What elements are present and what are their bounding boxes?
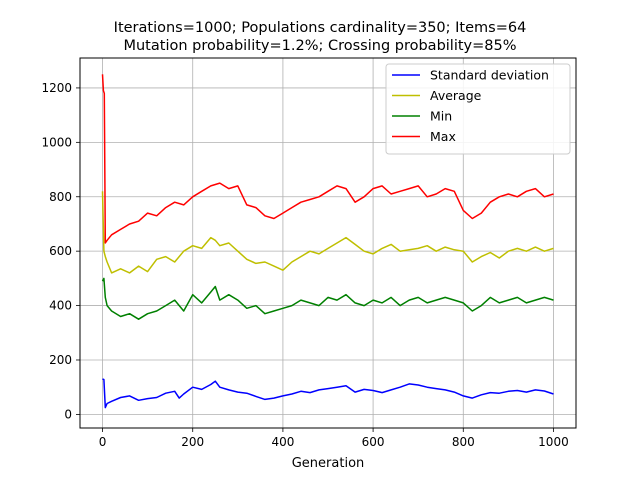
plot-frame [79, 57, 577, 429]
legend-box [385, 63, 571, 155]
chart-title-line-2: Mutation probability=1.2%; Crossing prob… [123, 38, 516, 54]
x-tick-label: 800 [452, 435, 475, 449]
series-line-min [101, 277, 554, 320]
legend: Standard deviation Average Min Max [385, 63, 571, 155]
y-tick-label: 400 [49, 299, 72, 313]
y-tick-label: 800 [49, 190, 72, 204]
x-tick-label: 1000 [538, 435, 569, 449]
legend-label: Average [430, 88, 482, 103]
series-line-standard-deviation [102, 378, 554, 409]
x-axis-label: Generation [292, 456, 365, 471]
y-tick-label: 0 [64, 407, 72, 421]
series-line-max [101, 74, 554, 244]
tick-layer: 0 200 400 600 800 1000 0 200 400 600 800 1000 1200 [41, 81, 568, 449]
series-layer [101, 74, 554, 409]
y-tick-label: 200 [49, 353, 72, 367]
chart-title-line-1: Iterations=1000; Populations cardinality… [114, 20, 527, 36]
y-tick-label: 1000 [41, 135, 72, 149]
legend-label: Max [430, 129, 456, 144]
x-tick-label: 400 [271, 435, 294, 449]
y-tick-label: 1200 [41, 81, 72, 95]
series-line-average [101, 191, 554, 274]
legend-label: Standard deviation [430, 68, 549, 83]
x-tick-label: 0 [99, 435, 107, 449]
y-tick-label: 600 [49, 244, 72, 258]
legend-label: Min [430, 109, 452, 124]
x-tick-label: 200 [181, 435, 204, 449]
x-tick-label: 600 [362, 435, 385, 449]
